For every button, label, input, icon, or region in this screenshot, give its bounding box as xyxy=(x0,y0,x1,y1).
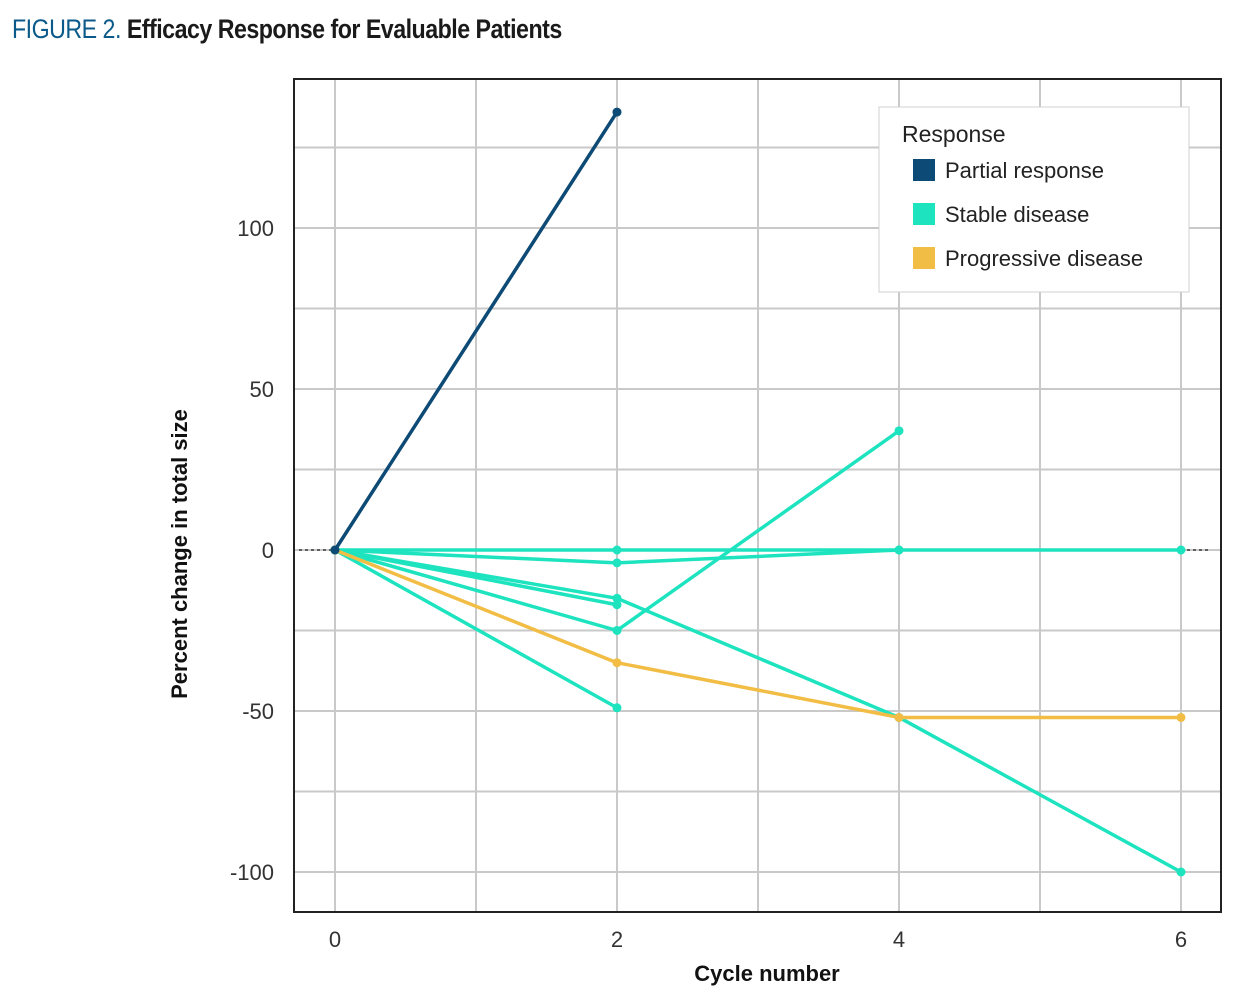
legend-swatch xyxy=(913,203,935,225)
series-line xyxy=(333,110,619,552)
x-tick-label: 2 xyxy=(611,927,623,952)
figure-label: FIGURE 2. xyxy=(12,14,121,44)
data-point xyxy=(894,545,904,555)
y-tick-label: -50 xyxy=(242,699,274,724)
y-tick-label: -100 xyxy=(230,860,274,885)
series-line xyxy=(333,548,619,710)
legend-title: Response xyxy=(902,121,1006,147)
data-point xyxy=(330,545,340,555)
y-tick-label: 50 xyxy=(250,377,274,402)
x-tick-label: 0 xyxy=(329,927,341,952)
data-point xyxy=(894,712,904,722)
series-line xyxy=(333,548,1183,874)
series-lines xyxy=(330,107,1186,877)
data-point xyxy=(612,658,622,668)
data-point xyxy=(1176,545,1186,555)
series-line xyxy=(333,548,1183,720)
data-point xyxy=(1176,712,1186,722)
y-axis-label: Percent change in total size xyxy=(167,409,192,699)
x-tick-label: 4 xyxy=(893,927,905,952)
y-tick-labels: 100 50 0 -50 -100 xyxy=(230,216,274,885)
y-tick-label: 100 xyxy=(237,216,274,241)
data-point xyxy=(612,545,622,555)
x-tick-label: 6 xyxy=(1175,927,1187,952)
y-tick-label: 0 xyxy=(262,538,274,563)
data-point xyxy=(612,703,622,713)
x-axis-label: Cycle number xyxy=(694,961,840,986)
figure-title: FIGURE 2. Efficacy Response for Evaluabl… xyxy=(12,14,562,45)
x-tick-labels: 0 2 4 6 xyxy=(329,927,1187,952)
plot-frame xyxy=(293,78,1222,913)
data-point xyxy=(612,593,622,603)
data-point xyxy=(612,558,622,568)
series-line xyxy=(333,548,619,607)
legend-swatch xyxy=(913,247,935,269)
legend-swatch xyxy=(913,159,935,181)
data-point xyxy=(1176,867,1186,877)
legend-label: Stable disease xyxy=(945,202,1089,227)
figure-title-text: Efficacy Response for Evaluable Patients xyxy=(126,14,562,44)
legend-items: Partial response Stable disease Progressiv… xyxy=(913,158,1143,271)
data-point xyxy=(612,600,622,610)
legend-label: Partial response xyxy=(945,158,1104,183)
legend-label: Progressive disease xyxy=(945,246,1143,271)
data-point xyxy=(894,426,904,436)
data-point xyxy=(612,107,622,117)
data-point xyxy=(612,626,622,635)
